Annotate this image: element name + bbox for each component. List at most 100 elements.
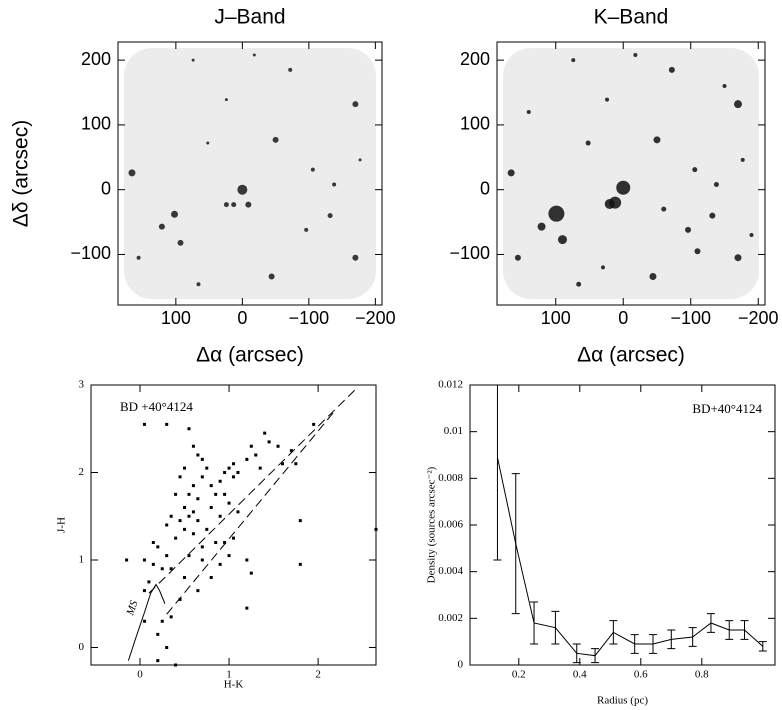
y-tick-label: 0: [101, 178, 111, 198]
star: [740, 157, 745, 162]
point: [183, 466, 187, 470]
star: [224, 98, 228, 102]
y-tick-label: 0.006: [438, 519, 463, 531]
x-tick-label: 100: [541, 308, 571, 328]
point: [187, 514, 191, 518]
plot-frame: [496, 41, 766, 306]
error-bar: [649, 634, 657, 654]
point: [200, 475, 204, 479]
point: [187, 427, 191, 431]
point: [196, 519, 200, 523]
point: [254, 453, 258, 457]
point: [249, 444, 253, 448]
star: [571, 58, 576, 63]
star: [661, 206, 667, 212]
star: [733, 100, 742, 109]
point: [178, 475, 182, 479]
density-line: [496, 457, 764, 657]
x-tick-label: −100: [670, 308, 711, 328]
star: [537, 222, 546, 231]
star: [252, 53, 256, 57]
star: [245, 201, 252, 208]
x-tick-label: 0: [618, 308, 628, 328]
point: [165, 422, 169, 426]
point: [249, 571, 253, 575]
x-tick-label: −200: [355, 308, 396, 328]
point: [183, 527, 187, 531]
point: [214, 492, 218, 496]
y-tick-label: 0: [458, 659, 464, 671]
point: [298, 562, 302, 566]
point: [156, 632, 160, 636]
point: [276, 444, 280, 448]
point: [223, 471, 227, 474]
point: [169, 567, 173, 571]
point: [209, 484, 213, 488]
x-tick-label: 0.2: [512, 669, 526, 681]
star: [713, 182, 719, 188]
point: [142, 422, 146, 426]
star: [358, 158, 362, 162]
point: [205, 527, 209, 531]
point: [187, 554, 191, 558]
star: [223, 202, 229, 208]
star: [692, 167, 698, 173]
point: [156, 659, 160, 663]
y-axis-label: Δδ (arcsec): [10, 120, 33, 227]
reference-line: [148, 386, 359, 594]
error-bar: [725, 620, 734, 640]
star: [557, 235, 567, 245]
plot-frame: [90, 384, 377, 666]
point: [151, 562, 155, 566]
star: [722, 84, 727, 89]
star: [128, 169, 136, 177]
point: [183, 576, 187, 579]
error-bar: [551, 610, 560, 645]
point: [312, 422, 316, 426]
point: [165, 646, 169, 649]
point: [245, 558, 249, 562]
point: [165, 554, 169, 558]
star: [734, 254, 742, 262]
x-tick-label: −200: [738, 308, 779, 328]
point: [174, 663, 178, 667]
star: [231, 202, 237, 208]
y-tick-label: 1: [79, 554, 85, 566]
point: [223, 492, 227, 496]
point: [294, 462, 298, 466]
point: [200, 545, 204, 549]
point: [280, 462, 284, 466]
star: [288, 67, 293, 72]
star: [304, 227, 309, 232]
x-tick-label: −100: [289, 308, 330, 328]
y-tick-label: 100: [460, 114, 490, 134]
panel-title: J–Band: [214, 6, 285, 29]
error-bar: [758, 641, 767, 652]
x-tick-label: 0.8: [695, 669, 709, 681]
error-bar: [572, 643, 581, 664]
error-bar: [667, 629, 676, 650]
y-tick-label: 0.01: [444, 425, 463, 437]
point: [209, 576, 213, 579]
annotation: BD +40°4124: [120, 399, 193, 414]
point: [191, 510, 195, 514]
point: [196, 453, 200, 457]
panel-title: K–Band: [594, 6, 669, 29]
image-field: [124, 48, 376, 299]
panel: 0.2 0.4 0.6 0.8 0 0.002 0.004 0.006 0.008 0.01 0.0…: [426, 379, 776, 707]
point: [200, 558, 204, 562]
plot-frame: [117, 41, 383, 306]
point: [218, 562, 222, 566]
error-bar: [530, 601, 539, 645]
star: [507, 169, 515, 177]
y-tick-label: −100: [70, 243, 111, 263]
point: [147, 580, 151, 584]
error-bar: [591, 648, 600, 664]
point: [174, 536, 178, 540]
point: [205, 466, 209, 470]
point: [232, 475, 235, 479]
star: [605, 97, 610, 102]
point: [151, 541, 155, 544]
point: [191, 532, 195, 536]
y-tick-label: 100: [81, 114, 111, 134]
